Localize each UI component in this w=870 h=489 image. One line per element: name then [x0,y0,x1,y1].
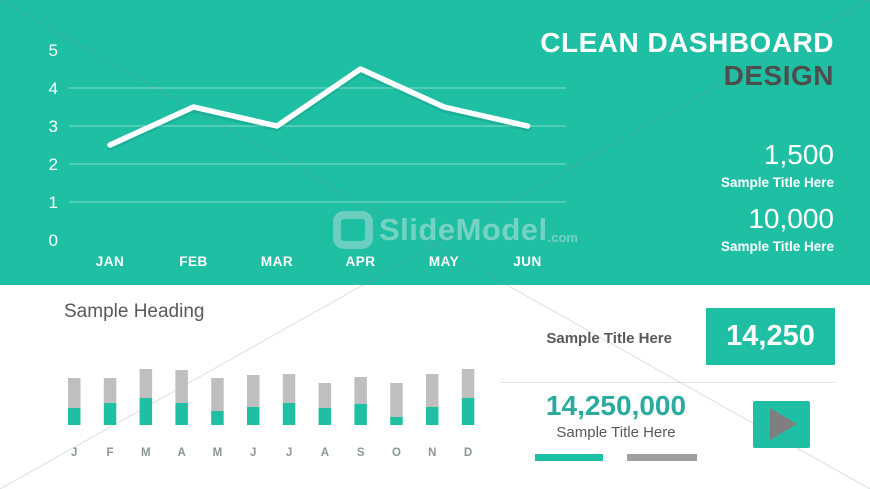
bar-month-label: J [71,447,77,459]
play-button[interactable] [753,401,810,448]
hero-section: CLEAN DASHBOARD DESIGN 1,500 Sample Titl… [0,0,870,285]
bar-segment-teal [461,398,475,425]
bar-month-label: O [392,447,401,459]
slide-title-line1: CLEAN DASHBOARD [540,27,834,58]
bar-month-label: N [428,447,436,459]
kpi-row-label: Sample Title Here [546,330,672,347]
bar-segment-teal [247,407,260,425]
hero-stats: 1,500 Sample Title Here 10,000 Sample Ti… [721,139,834,255]
play-icon [770,408,797,440]
bar-segment-teal [175,403,188,425]
bar-segment-teal [390,417,403,425]
bar-segment-gray [318,383,332,408]
bar-segment-gray [175,370,188,403]
bar-month-label: M [141,447,151,459]
stat-value: 1,500 [763,139,834,170]
legend-bars [500,454,732,461]
kpi-block-value: 14,250,000 [545,390,687,421]
stat-item: 10,000 Sample Title Here [721,203,834,255]
bar-segment-gray [68,378,81,408]
stat-label: Sample Title Here [720,175,834,190]
kpi-block-label: Sample Title Here [556,424,676,441]
section-heading: Sample Heading [64,301,205,322]
bar-segment-teal [426,407,439,425]
bar-segment-gray [103,378,117,403]
bar-month-label: A [321,447,329,459]
bar-month-label: J [286,447,292,459]
bar-segment-gray [390,383,403,417]
slide-title-line2: DESIGN [723,60,834,91]
legend-bar-gray [627,454,697,461]
bar-month-label: D [464,447,472,459]
bar-segment-gray [461,369,475,398]
legend-bar-teal [535,454,603,461]
bar-segment-gray [354,377,367,404]
bar-month-label: J [250,447,256,459]
stat-label: Sample Title Here [720,239,834,254]
bar-segment-teal [139,398,153,425]
bar-segment-teal [103,403,117,425]
bar-segment-teal [354,404,367,425]
bar-segment-teal [318,408,332,425]
bar-segment-gray [139,369,153,398]
bar-segment-gray [282,374,296,403]
kpi-block: 14,250,000 Sample Title Here [500,390,732,461]
bar-month-label: M [213,447,223,459]
bar-segment-teal [282,403,296,425]
bar-month-label: F [107,447,114,459]
stat-value: 10,000 [748,203,834,234]
bar-month-label: S [357,447,365,459]
slide-title: CLEAN DASHBOARD DESIGN [540,26,834,92]
stat-item: 1,500 Sample Title Here [721,139,834,191]
bar-segment-teal [211,411,224,425]
bar-segment-gray [247,375,260,407]
kpi-value-box: 14,250 [706,308,835,365]
bar-segment-gray [211,378,224,411]
bar-month-label: A [177,447,185,459]
bar-segment-gray [426,374,439,407]
horizontal-divider [500,382,835,383]
bar-segment-teal [68,408,81,425]
